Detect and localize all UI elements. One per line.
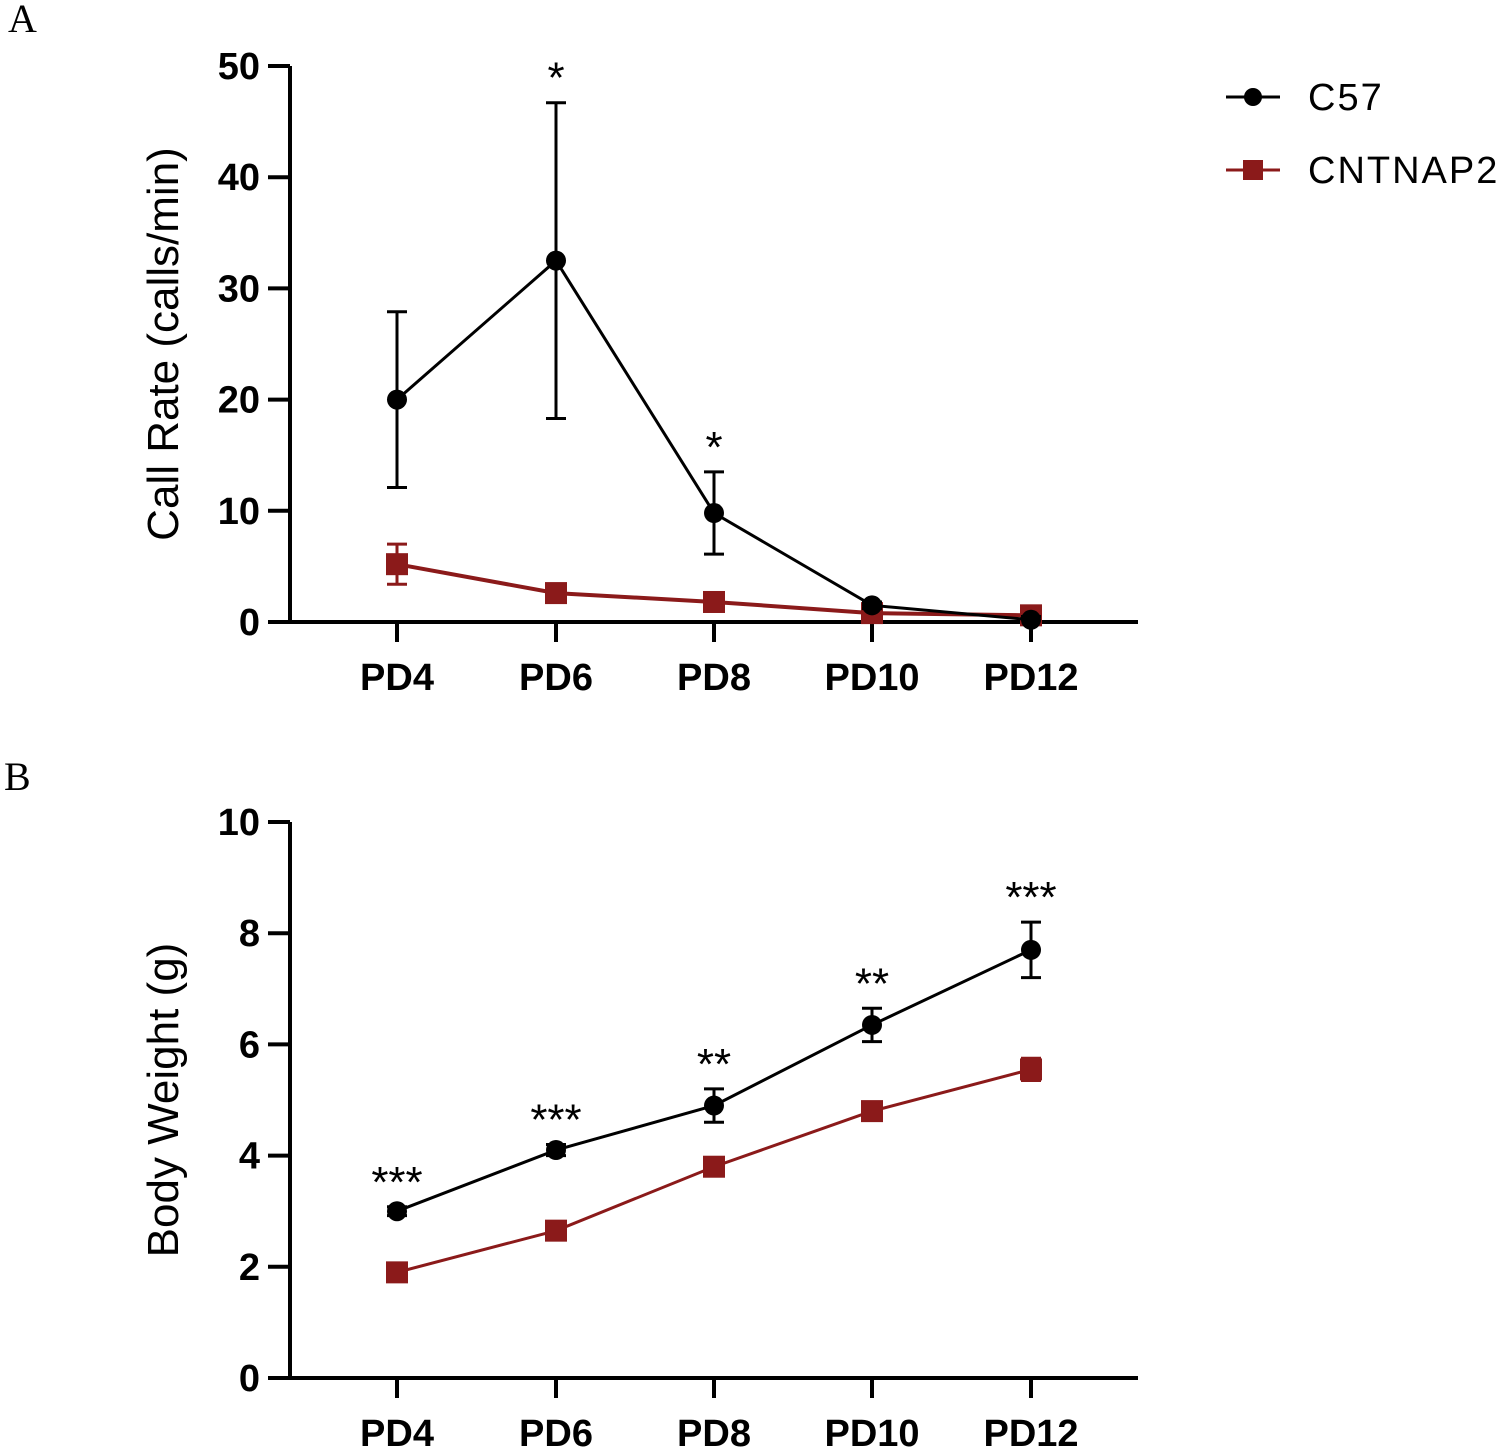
x-tick-label: PD8 [677, 657, 751, 699]
y-tick-label: 0 [239, 1358, 260, 1400]
x-tick-label: PD12 [983, 657, 1078, 699]
significance-label: * [547, 54, 564, 103]
x-tick-label: PD4 [360, 1413, 434, 1448]
panel-a-call-rate-chart: 0 10 20 30 40 50 PD4 PD6 PD8 PD10 PD12 Call Rate (c… [139, 46, 1138, 699]
data-point-cntnap2 [861, 1100, 883, 1123]
x-tick-label: PD12 [983, 1413, 1078, 1448]
y-tick-label: 20 [218, 380, 260, 422]
legend-marker-square [1243, 160, 1263, 180]
significance-label: *** [371, 1158, 422, 1207]
x-tick-label: PD4 [360, 657, 434, 699]
x-tick-label: PD6 [519, 1413, 593, 1448]
y-tick-label: 40 [218, 157, 260, 199]
panel-letter-b: B [4, 754, 31, 799]
significance-label: *** [530, 1095, 581, 1144]
legend-label: CNTNAP2 [1308, 150, 1499, 192]
data-point-c57 [862, 595, 882, 616]
y-tick-label: 10 [218, 491, 260, 533]
y-tick-label: 8 [239, 913, 260, 955]
data-point-c57 [1021, 939, 1041, 960]
y-tick-label: 6 [239, 1024, 260, 1066]
data-point-c57 [387, 389, 407, 410]
panel-letter-a: A [8, 0, 37, 41]
y-tick-label: 4 [239, 1136, 260, 1178]
x-tick-label: PD8 [677, 1413, 751, 1448]
data-point-c57 [387, 1201, 407, 1222]
y-tick-label: 10 [218, 802, 260, 844]
x-tick-label: PD6 [519, 657, 593, 699]
y-tick-label: 2 [239, 1247, 260, 1289]
y-axis-title: Call Rate (calls/min) [139, 147, 188, 541]
x-tick-label: PD10 [824, 1413, 919, 1448]
significance-label: *** [1005, 873, 1056, 922]
y-tick-label: 30 [218, 268, 260, 310]
y-tick-label: 50 [218, 46, 260, 88]
significance-label: ** [855, 959, 889, 1008]
data-point-c57 [546, 250, 566, 271]
data-point-cntnap2 [386, 1261, 408, 1284]
legend: C57 CNTNAP2 [1226, 77, 1499, 192]
data-point-cntnap2 [703, 1155, 725, 1178]
panel-b-body-weight-chart: 0 2 4 6 8 10 PD4 PD6 PD8 PD10 PD12 Body Weight (g) *… [139, 802, 1138, 1448]
data-point-c57 [1021, 609, 1041, 630]
x-tick-label: PD10 [824, 657, 919, 699]
legend-marker-circle [1244, 88, 1262, 106]
data-point-c57 [704, 1095, 724, 1116]
y-tick-label: 0 [239, 602, 260, 644]
significance-label: * [705, 423, 722, 472]
data-point-c57 [862, 1014, 882, 1035]
data-point-c57 [704, 503, 724, 524]
data-point-cntnap2 [1020, 1058, 1042, 1081]
data-point-cntnap2 [545, 582, 567, 605]
legend-label: C57 [1308, 77, 1384, 119]
data-point-cntnap2 [703, 590, 725, 613]
data-point-c57 [546, 1140, 566, 1161]
data-point-cntnap2 [386, 553, 408, 576]
significance-label: ** [697, 1040, 731, 1089]
y-axis-title: Body Weight (g) [139, 943, 188, 1258]
data-point-cntnap2 [545, 1219, 567, 1242]
